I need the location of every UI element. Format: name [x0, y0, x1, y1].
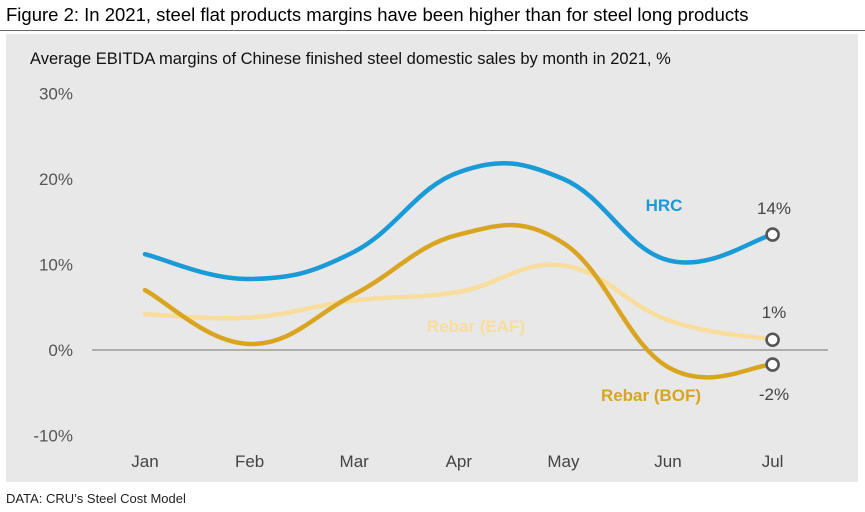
- x-tick-label: May: [547, 452, 580, 471]
- series-line-hrc: [142, 161, 775, 282]
- x-tick-label: Jan: [131, 452, 158, 471]
- chart-title: Average EBITDA margins of Chinese finish…: [30, 50, 671, 68]
- x-tick-label: Apr: [446, 452, 473, 471]
- x-tick-label: Mar: [340, 452, 370, 471]
- end-point-marker: [765, 357, 780, 372]
- series-label: HRC: [646, 196, 683, 215]
- x-tick-label: Jun: [654, 452, 681, 471]
- data-label: -2%: [759, 385, 789, 404]
- title-divider: [0, 30, 865, 31]
- y-tick-label: 0%: [48, 341, 73, 360]
- data-label: 1%: [762, 303, 787, 322]
- y-tick-label: 30%: [39, 85, 73, 104]
- y-tick-label: -10%: [33, 427, 73, 446]
- data-label: 14%: [757, 199, 791, 218]
- source-note: DATA: CRU’s Steel Cost Model: [6, 491, 186, 506]
- x-tick-label: Jul: [762, 452, 784, 471]
- end-point-marker: [765, 332, 780, 348]
- series-label: Rebar (BOF): [601, 386, 701, 405]
- y-tick-label: 20%: [39, 170, 73, 189]
- figure-title: Figure 2: In 2021, steel flat products m…: [6, 4, 749, 25]
- series-label: Rebar (EAF): [427, 317, 525, 336]
- series-line-rebar-bof: [142, 222, 775, 380]
- series-line-rebar-eaf: [142, 262, 775, 342]
- x-tick-label: Feb: [235, 452, 264, 471]
- end-point-marker: [765, 227, 780, 242]
- y-tick-label: 10%: [39, 256, 73, 275]
